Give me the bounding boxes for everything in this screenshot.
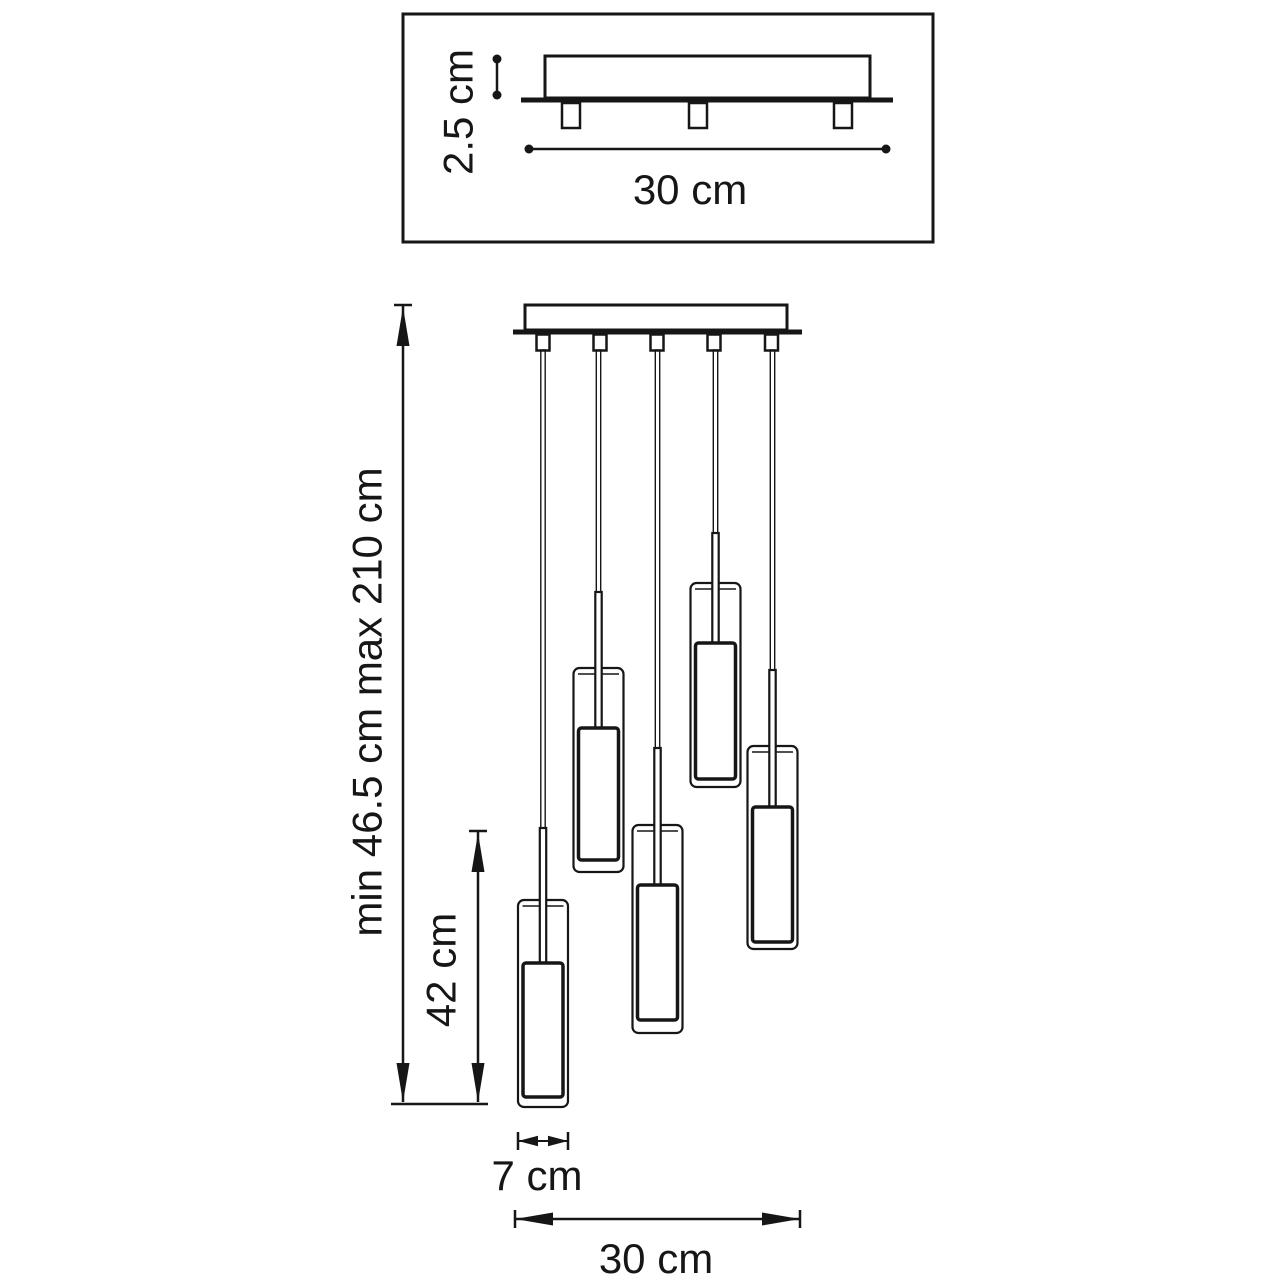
shade-width-dimension: 7 cm bbox=[491, 1132, 583, 1199]
arrow-down bbox=[396, 1063, 410, 1102]
plate-width-dimension: 30 cm bbox=[524, 144, 891, 213]
arrow-right bbox=[548, 1135, 568, 1147]
mounting-foot bbox=[687, 101, 709, 130]
shade-drop-label: 42 cm bbox=[418, 913, 465, 1027]
plate-width-label: 30 cm bbox=[633, 166, 747, 213]
cord-stem bbox=[594, 590, 603, 732]
cord-connector bbox=[706, 333, 722, 352]
pendant-5 bbox=[746, 349, 799, 951]
arrow-left bbox=[518, 1135, 538, 1147]
inner-diffuser bbox=[521, 961, 565, 1099]
inner-diffuser bbox=[693, 641, 738, 781]
dimension-dot bbox=[492, 90, 502, 100]
arrow-right bbox=[762, 1212, 800, 1226]
pendant-4 bbox=[689, 349, 742, 789]
ceiling-plate-body bbox=[543, 54, 872, 100]
mounting-foot bbox=[832, 101, 854, 130]
cord-stem bbox=[653, 746, 662, 889]
plate-height-label: 2.5 cm bbox=[435, 49, 482, 175]
top-view-panel: 2.5 cm 30 cm bbox=[401, 12, 935, 244]
suspension-cord bbox=[595, 349, 602, 593]
cord-stem bbox=[768, 668, 777, 811]
cord-connector bbox=[763, 333, 780, 352]
plate-height-dimension: 2.5 cm bbox=[435, 49, 502, 175]
pendant-1 bbox=[516, 349, 570, 1109]
cord-connector bbox=[649, 333, 665, 352]
shade-drop-dimension: 42 cm bbox=[418, 829, 487, 1102]
pendant-3 bbox=[631, 349, 684, 1035]
dimension-dot bbox=[524, 144, 534, 154]
base-width-label: 30 cm bbox=[599, 1235, 713, 1280]
arrow-up bbox=[471, 833, 485, 872]
cord-stem bbox=[538, 826, 548, 967]
pendant-2 bbox=[572, 349, 625, 874]
suspension-cord bbox=[540, 349, 546, 829]
arrow-left bbox=[515, 1212, 553, 1226]
panel-border bbox=[401, 12, 935, 244]
inner-diffuser bbox=[750, 805, 795, 944]
mounting-foot bbox=[560, 101, 582, 130]
dimension-dot bbox=[492, 54, 502, 64]
cord-connector bbox=[535, 333, 551, 352]
dimension-dot bbox=[881, 144, 891, 154]
arrow-down bbox=[471, 1063, 485, 1102]
inner-diffuser bbox=[635, 883, 680, 1022]
suspension-height-label: min 46.5 cm max 210 cm bbox=[344, 467, 391, 936]
cord-stem bbox=[711, 531, 720, 647]
canopy-body bbox=[523, 303, 789, 332]
suspension-cord bbox=[654, 349, 661, 749]
arrow-up bbox=[396, 307, 410, 346]
suspension-cord bbox=[769, 349, 776, 671]
suspension-height-dimension: min 46.5 cm max 210 cm bbox=[344, 303, 412, 1102]
cord-connector bbox=[592, 333, 608, 352]
shade-width-label: 7 cm bbox=[491, 1152, 582, 1199]
inner-diffuser bbox=[576, 726, 621, 862]
front-view: min 46.5 cm max 210 cm 42 cm 7 cm bbox=[344, 303, 802, 1280]
suspension-cord bbox=[712, 349, 719, 534]
base-width-dimension: 30 cm bbox=[513, 1210, 802, 1280]
